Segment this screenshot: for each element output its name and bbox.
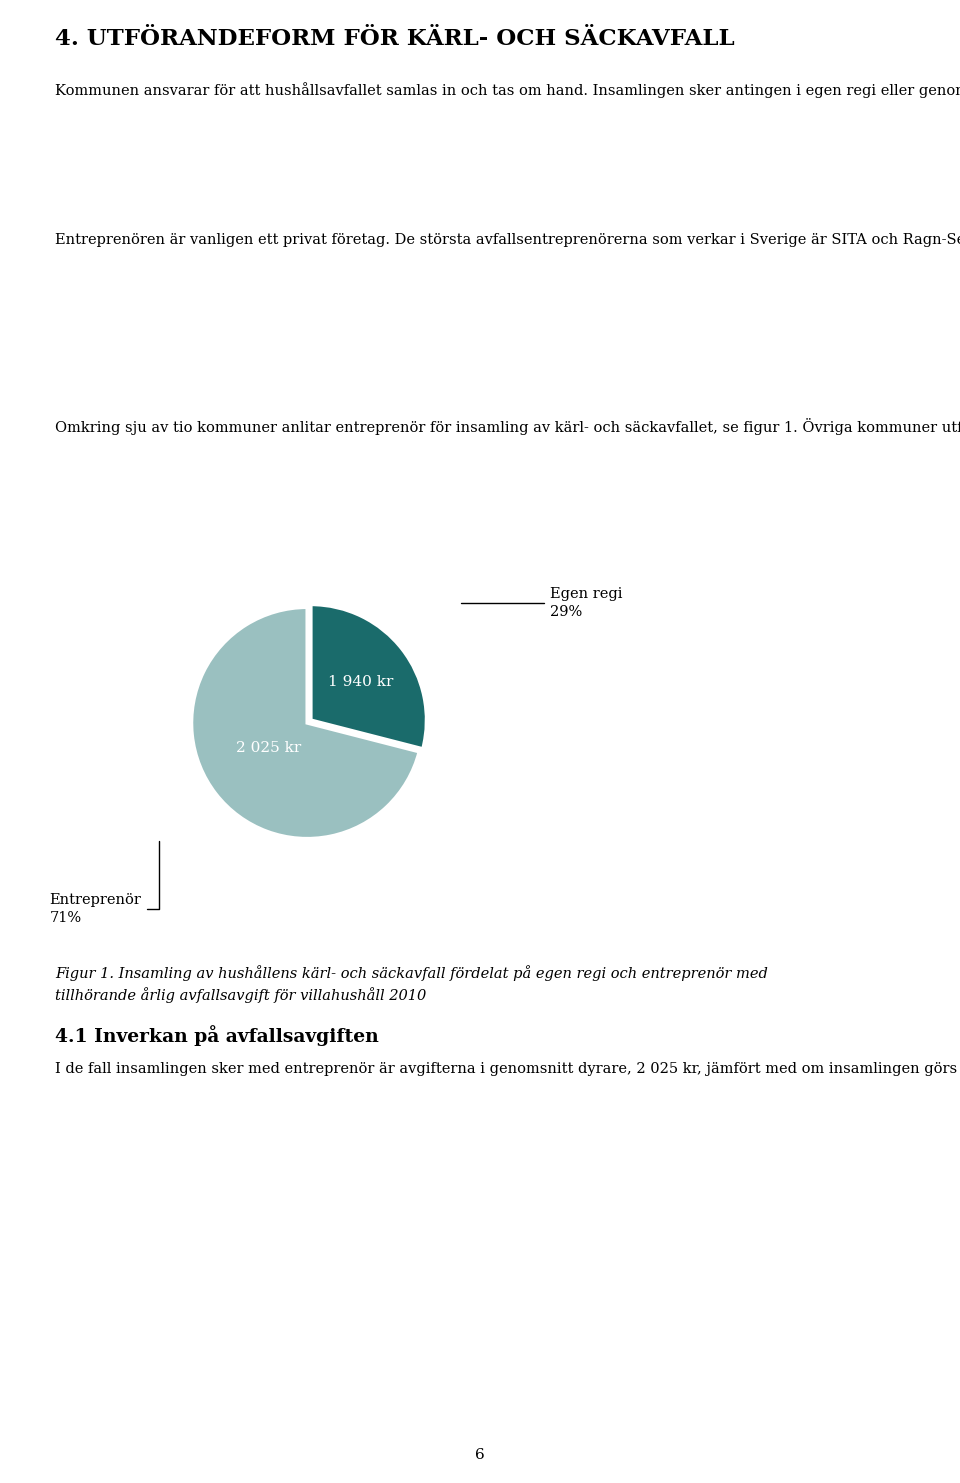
Text: 4. UTFÖRANDEFORM FÖR KÄRL- OCH SÄCKAVFALL: 4. UTFÖRANDEFORM FÖR KÄRL- OCH SÄCKAVFAL… [55, 28, 734, 50]
Text: Omkring sju av tio kommuner anlitar entreprenör för insamling av kärl- och säcka: Omkring sju av tio kommuner anlitar entr… [55, 418, 960, 435]
Text: Figur 1. Insamling av hushållens kärl- och säckavfall fördelat på egen regi och : Figur 1. Insamling av hushållens kärl- o… [55, 965, 768, 1003]
Wedge shape [311, 605, 426, 749]
Text: Egen regi
29%: Egen regi 29% [462, 587, 622, 620]
Text: 1 940 kr: 1 940 kr [327, 675, 393, 688]
Text: I de fall insamlingen sker med entreprenör är avgifterna i genomsnitt dyrare, 2 : I de fall insamlingen sker med entrepren… [55, 1060, 960, 1075]
Text: 4.1 Inverkan på avfallsavgiften: 4.1 Inverkan på avfallsavgiften [55, 1025, 378, 1046]
Wedge shape [192, 608, 420, 838]
Text: 2 025 kr: 2 025 kr [236, 742, 301, 755]
Text: 6: 6 [475, 1447, 485, 1462]
Text: Kommunen ansvarar för att hushållsavfallet samlas in och tas om hand. Insamlinge: Kommunen ansvarar för att hushållsavfall… [55, 82, 960, 98]
Text: Entreprenören är vanligen ett privat företag. De största avfallsentreprenörerna : Entreprenören är vanligen ett privat för… [55, 230, 960, 246]
Text: Entreprenör
71%: Entreprenör 71% [50, 841, 159, 925]
